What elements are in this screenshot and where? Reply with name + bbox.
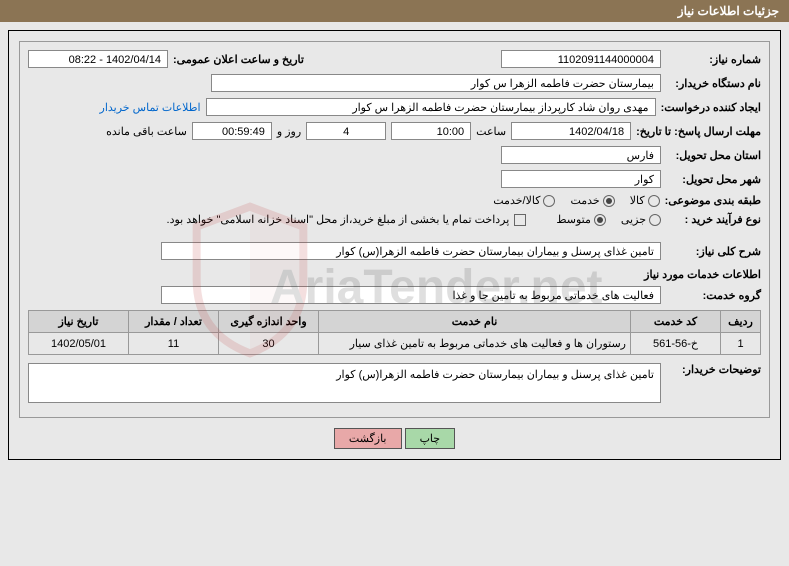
row-buyer-org: نام دستگاه خریدار: بیمارستان حضرت فاطمه …: [28, 74, 761, 92]
th-need-date: تاریخ نیاز: [29, 311, 129, 333]
announce-date-value: 1402/04/14 - 08:22: [28, 50, 168, 68]
need-number-value: 1102091144000004: [501, 50, 661, 68]
deadline-time-value: 10:00: [391, 122, 471, 140]
need-number-label: شماره نیاز:: [666, 53, 761, 66]
subject-radio-group: کالا خدمت کالا/خدمت: [493, 194, 659, 207]
th-code: کد خدمت: [631, 311, 721, 333]
row-service-group: گروه خدمت: فعالیت های خدماتی مربوط به تا…: [28, 286, 761, 304]
deadline-time-label: ساعت: [476, 125, 506, 138]
row-requester: ایجاد کننده درخواست: مهدی روان شاد کارپر…: [28, 98, 761, 116]
row-city: شهر محل تحویل: کوار: [28, 170, 761, 188]
table-row: 1 خ-56-561 رستوران ها و فعالیت های خدمات…: [29, 333, 761, 355]
table-header-row: ردیف کد خدمت نام خدمت واحد اندازه گیری ت…: [29, 311, 761, 333]
remain-days-value: 4: [306, 122, 386, 140]
buyer-notes-value: تامین غذای پرسنل و بیماران بیمارستان حضر…: [28, 363, 661, 403]
announce-date-label: تاریخ و ساعت اعلان عمومی:: [173, 53, 304, 66]
row-subject-class: طبقه بندی موضوعی: کالا خدمت کالا/خدمت: [28, 194, 761, 207]
td-unit: 30: [219, 333, 319, 355]
buyer-org-value: بیمارستان حضرت فاطمه الزهرا س کوار: [211, 74, 661, 92]
need-desc-value: تامین غذای پرسنل و بیماران بیمارستان حضر…: [161, 242, 661, 260]
radio-kala-khedmat[interactable]: کالا/خدمت: [493, 194, 555, 207]
row-purchase-type: نوع فرآیند خرید : جزیی متوسط پرداخت تمام…: [28, 213, 761, 226]
button-row: چاپ بازگشت: [19, 428, 770, 449]
td-need-date: 1402/05/01: [29, 333, 129, 355]
td-code: خ-56-561: [631, 333, 721, 355]
th-qty: تعداد / مقدار: [129, 311, 219, 333]
deadline-date-value: 1402/04/18: [511, 122, 631, 140]
requester-value: مهدی روان شاد کارپرداز بیمارستان حضرت فا…: [206, 98, 656, 116]
purchase-type-group: جزیی متوسط: [556, 213, 661, 226]
city-value: کوار: [501, 170, 661, 188]
radio-kala[interactable]: کالا: [630, 194, 660, 207]
th-unit: واحد اندازه گیری: [219, 311, 319, 333]
back-button[interactable]: بازگشت: [334, 428, 402, 449]
service-group-value: فعالیت های خدماتی مربوط به تامین جا و غذ…: [161, 286, 661, 304]
row-deadline: مهلت ارسال پاسخ: تا تاریخ: 1402/04/18 سا…: [28, 122, 761, 140]
deadline-label: مهلت ارسال پاسخ: تا تاریخ:: [636, 125, 761, 138]
payment-note: پرداخت تمام یا بخشی از مبلغ خرید،از محل …: [167, 213, 510, 226]
city-label: شهر محل تحویل:: [666, 173, 761, 186]
main-container: شماره نیاز: 1102091144000004 تاریخ و ساع…: [8, 30, 781, 460]
service-group-label: گروه خدمت:: [666, 289, 761, 302]
print-button[interactable]: چاپ: [405, 428, 456, 449]
page-header: جزئیات اطلاعات نیاز: [0, 0, 789, 22]
contact-buyer-link[interactable]: اطلاعات تماس خریدار: [100, 101, 201, 114]
buyer-notes-label: توضیحات خریدار:: [666, 363, 761, 376]
td-row: 1: [721, 333, 761, 355]
subject-class-label: طبقه بندی موضوعی:: [665, 194, 761, 207]
service-table: ردیف کد خدمت نام خدمت واحد اندازه گیری ت…: [28, 310, 761, 355]
province-label: استان محل تحویل:: [666, 149, 761, 162]
row-need-number: شماره نیاز: 1102091144000004 تاریخ و ساع…: [28, 50, 761, 68]
page-title: جزئیات اطلاعات نیاز: [678, 4, 779, 18]
remain-time-label: ساعت باقی مانده: [106, 125, 187, 138]
th-name: نام خدمت: [319, 311, 631, 333]
service-info-label: اطلاعات خدمات مورد نیاز: [28, 268, 761, 281]
radio-khedmat[interactable]: خدمت: [570, 194, 614, 207]
province-value: فارس: [501, 146, 661, 164]
row-province: استان محل تحویل: فارس: [28, 146, 761, 164]
th-row: ردیف: [721, 311, 761, 333]
payment-checkbox[interactable]: [514, 214, 526, 226]
need-desc-label: شرح کلی نیاز:: [666, 245, 761, 258]
buyer-org-label: نام دستگاه خریدار:: [666, 77, 761, 90]
td-qty: 11: [129, 333, 219, 355]
radio-motevaset[interactable]: متوسط: [556, 213, 606, 226]
radio-jozei[interactable]: جزیی: [621, 213, 661, 226]
info-box: شماره نیاز: 1102091144000004 تاریخ و ساع…: [19, 41, 770, 418]
row-need-desc: شرح کلی نیاز: تامین غذای پرسنل و بیماران…: [28, 242, 761, 260]
purchase-type-label: نوع فرآیند خرید :: [666, 213, 761, 226]
remain-time-value: 00:59:49: [192, 122, 272, 140]
requester-label: ایجاد کننده درخواست:: [661, 101, 761, 114]
td-name: رستوران ها و فعالیت های خدماتی مربوط به …: [319, 333, 631, 355]
row-buyer-notes: توضیحات خریدار: تامین غذای پرسنل و بیمار…: [28, 363, 761, 403]
remain-days-label: روز و: [277, 125, 301, 138]
